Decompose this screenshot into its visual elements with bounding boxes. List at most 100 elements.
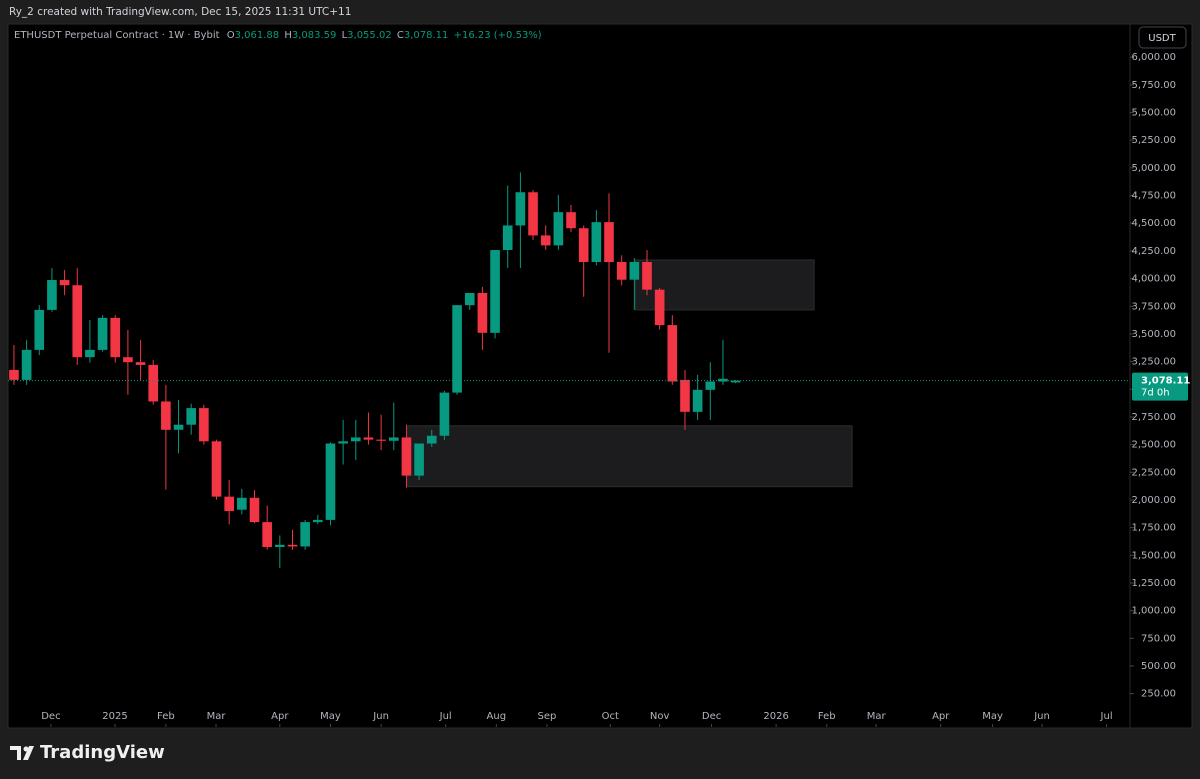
candle-body [553,212,564,246]
x-tick-label: Jul [439,711,452,722]
ohlc-value: 3,078.11 [404,30,449,41]
x-tick-label: Jun [372,711,389,722]
candle-body [642,261,652,290]
y-tick-label: 4,250.00 [1131,246,1176,257]
candle-body [616,261,627,280]
y-tick-label: 250.00 [1141,689,1176,700]
y-tick-label: 2,000.00 [1131,495,1176,506]
candle-body [312,519,323,523]
candle-body [502,225,513,251]
candle-body [350,437,361,442]
candle-body [211,441,222,497]
candle-body [72,285,83,358]
x-tick-label: May [982,711,1003,722]
y-tick-label: 2,750.00 [1131,412,1176,423]
x-tick-label: Jun [1033,711,1050,722]
brand: TradingView [40,742,165,763]
x-tick-label: Jul [1100,711,1113,722]
ohlc-key: O [227,30,235,41]
legend: ETHUSDT Perpetual Contract · 1W · Bybit … [14,30,542,41]
x-tick-label: Sep [538,711,557,722]
currency-button[interactable] [1138,26,1187,49]
ohlc-key: C [397,30,404,41]
candle-body [237,497,247,510]
candle-body [439,392,450,436]
x-tick-label: Apr [932,711,950,722]
candle-body [578,228,589,262]
currency[interactable]: USDT [1148,33,1176,44]
candle-body [401,437,412,476]
ohlc-value: 3,061.88 [235,30,280,41]
candle-body [173,424,184,430]
y-tick-label: 2,500.00 [1131,440,1176,451]
candle-body [426,435,437,444]
x-tick-label: Oct [602,711,619,722]
candle-body [528,192,538,236]
x-tick-label: Apr [271,711,289,722]
countdown: 7d 0h [1141,388,1170,399]
y-tick-label: 500.00 [1141,661,1176,672]
ohlc-key: H [284,30,292,41]
zone [407,425,853,488]
candle-body [224,496,234,512]
candle-body [654,289,665,326]
candle-body [452,305,462,393]
symbol: ETHUSDT Perpetual Contract · 1W · Bybit [14,30,220,41]
y-tick-label: 4,000.00 [1131,274,1176,285]
candle-body [490,250,500,333]
x-tick-label: Feb [818,711,836,722]
candle-body [730,380,741,383]
y-tick-label: 3,250.00 [1131,357,1176,368]
candle-body [199,408,209,442]
ohlc-key: L [342,30,348,41]
candle-body [161,401,171,430]
candle-body [515,192,526,226]
candle-body [135,362,146,365]
y-tick-label: 1,000.00 [1131,606,1176,617]
candle-body [325,443,336,520]
candle-body [59,280,70,286]
y-tick-label: 5,000.00 [1131,163,1176,174]
x-tick-label: Dec [41,711,60,722]
y-tick-label: 3,500.00 [1131,329,1176,340]
candle-body [262,522,272,548]
ohlc-value: 3,055.02 [347,30,392,41]
y-tick-label: 5,750.00 [1131,80,1176,91]
logo-dot [23,746,29,752]
candle-body [85,349,95,358]
candle-body [692,389,703,412]
y-tick-label: 4,500.00 [1131,218,1176,229]
change: +16.23 (+0.53%) [454,30,542,41]
candle-body [376,439,386,441]
x-tick-label: Mar [207,711,227,722]
x-tick-label: Nov [650,711,670,722]
x-tick-label: 2026 [763,711,788,722]
y-tick-label: 2,250.00 [1131,467,1176,478]
candle-body [414,443,424,476]
last-price-label: 3,078.11 [1141,376,1190,387]
y-tick-label: 750.00 [1141,633,1176,644]
last-price-box [1132,372,1188,401]
y-tick-label: 5,250.00 [1131,135,1176,146]
candle-body [680,379,690,412]
candle-body [566,212,576,229]
x-tick-label: Dec [702,711,721,722]
candle-body [110,317,121,358]
candle-body [667,325,678,382]
candle-body [604,222,614,262]
candle-body [47,280,57,310]
y-tick-label: 6,000.00 [1131,52,1176,63]
candle-body [123,357,133,363]
zone [635,259,815,311]
y-tick-label: 5,500.00 [1131,108,1176,119]
candle-body [477,292,488,333]
candle-body [388,437,399,441]
x-tick-label: Aug [487,711,507,722]
ohlc-value: 3,083.59 [292,30,337,41]
candle-body [705,381,716,390]
candle-body [464,292,475,306]
x-tick-label: 2025 [102,711,127,722]
candle-body [97,317,108,350]
